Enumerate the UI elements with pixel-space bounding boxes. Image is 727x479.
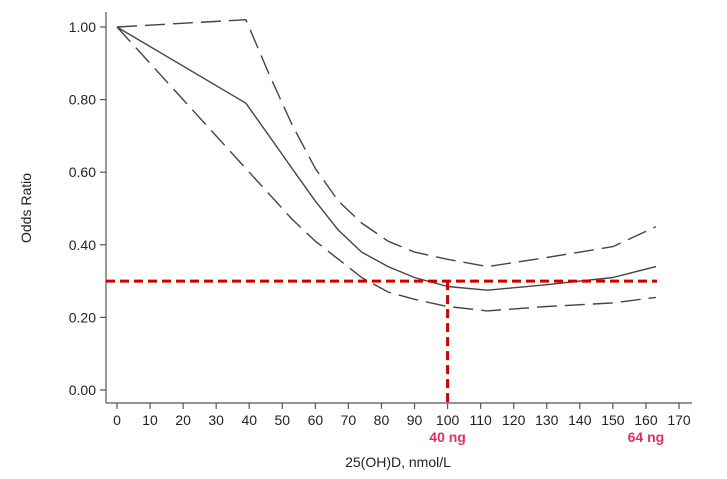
x-tick-label: 50 — [275, 412, 291, 428]
x-tick-label: 100 — [436, 412, 460, 428]
x-tick-label: 20 — [175, 412, 191, 428]
y-tick-label: 0.40 — [69, 237, 96, 253]
y-axis-title: Odds Ratio — [18, 173, 34, 243]
x-tick-label: 0 — [113, 412, 121, 428]
y-tick-label: 0.00 — [69, 382, 96, 398]
x-tick-label: 80 — [374, 412, 390, 428]
x-tick-label: 10 — [142, 412, 158, 428]
x-tick-label: 160 — [634, 412, 658, 428]
x-tick-label: 40 — [241, 412, 257, 428]
x-tick-label: 90 — [407, 412, 423, 428]
x-tick-label: 30 — [208, 412, 224, 428]
y-tick-label: 1.00 — [69, 19, 96, 35]
x-axis-title: 25(OH)D, nmol/L — [345, 454, 451, 470]
y-tick-label: 0.20 — [69, 309, 96, 325]
x-tick-label: 130 — [535, 412, 559, 428]
upper-ci-line — [116, 19, 657, 268]
x-tick-label: 120 — [502, 412, 526, 428]
x-tick-label: 170 — [667, 412, 691, 428]
odds-ratio-line — [116, 26, 657, 291]
annotation-label: 64 ng — [628, 429, 665, 445]
x-tick-label: 110 — [469, 412, 492, 428]
y-tick-label: 0.80 — [69, 92, 96, 108]
x-tick-label: 140 — [568, 412, 592, 428]
x-tick-label: 150 — [601, 412, 625, 428]
annotation-label: 40 ng — [429, 429, 466, 445]
lower-ci-line — [116, 26, 656, 312]
y-tick-label: 0.60 — [69, 164, 96, 180]
x-tick-label: 70 — [341, 412, 357, 428]
x-tick-label: 60 — [308, 412, 324, 428]
